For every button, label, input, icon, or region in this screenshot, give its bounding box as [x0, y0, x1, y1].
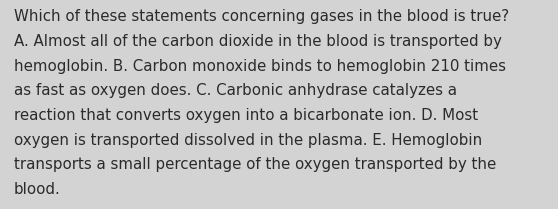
Text: hemoglobin. B. Carbon monoxide binds to hemoglobin 210 times: hemoglobin. B. Carbon monoxide binds to …	[14, 59, 506, 74]
Text: as fast as oxygen does. C. Carbonic anhydrase catalyzes a: as fast as oxygen does. C. Carbonic anhy…	[14, 83, 457, 98]
Text: oxygen is transported dissolved in the plasma. E. Hemoglobin: oxygen is transported dissolved in the p…	[14, 133, 482, 148]
Text: reaction that converts oxygen into a bicarbonate ion. D. Most: reaction that converts oxygen into a bic…	[14, 108, 478, 123]
Text: Which of these statements concerning gases in the blood is true?: Which of these statements concerning gas…	[14, 9, 509, 24]
Text: transports a small percentage of the oxygen transported by the: transports a small percentage of the oxy…	[14, 157, 496, 172]
Text: A. Almost all of the carbon dioxide in the blood is transported by: A. Almost all of the carbon dioxide in t…	[14, 34, 502, 49]
Text: blood.: blood.	[14, 182, 61, 197]
